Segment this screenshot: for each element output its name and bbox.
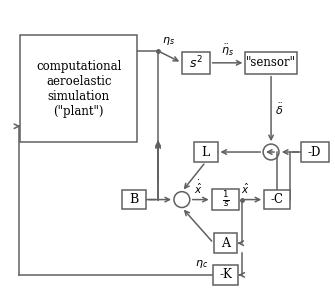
Text: $\dot{\hat{x}}$: $\dot{\hat{x}}$ [194,178,202,196]
Text: $\eta_s$: $\eta_s$ [162,35,175,47]
Bar [245,52,297,74]
Text: B: B [130,193,139,206]
Text: L: L [202,145,210,159]
Text: $\ddot{\eta}_s$: $\ddot{\eta}_s$ [221,43,234,58]
Text: -K: -K [219,268,232,282]
Text: $\frac{1}{s}$: $\frac{1}{s}$ [222,189,229,210]
Bar [20,35,137,142]
Text: -D: -D [308,145,321,159]
Text: -C: -C [270,193,283,206]
Bar [264,190,290,209]
Text: $\hat{x}$: $\hat{x}$ [241,181,250,196]
Bar [214,233,238,253]
Bar [182,52,210,74]
Text: computational
aeroelastic
simulation
("plant"): computational aeroelastic simulation ("p… [36,59,122,118]
Bar [194,142,217,162]
Text: $s^2$: $s^2$ [189,55,203,71]
Bar [213,265,239,285]
Text: $\eta_c$: $\eta_c$ [195,258,209,270]
Bar [212,189,239,210]
Bar [122,190,146,209]
Text: $\ddot{\delta}$: $\ddot{\delta}$ [275,101,283,116]
Text: "sensor": "sensor" [246,56,296,69]
Bar [301,142,329,162]
Text: A: A [221,237,230,250]
